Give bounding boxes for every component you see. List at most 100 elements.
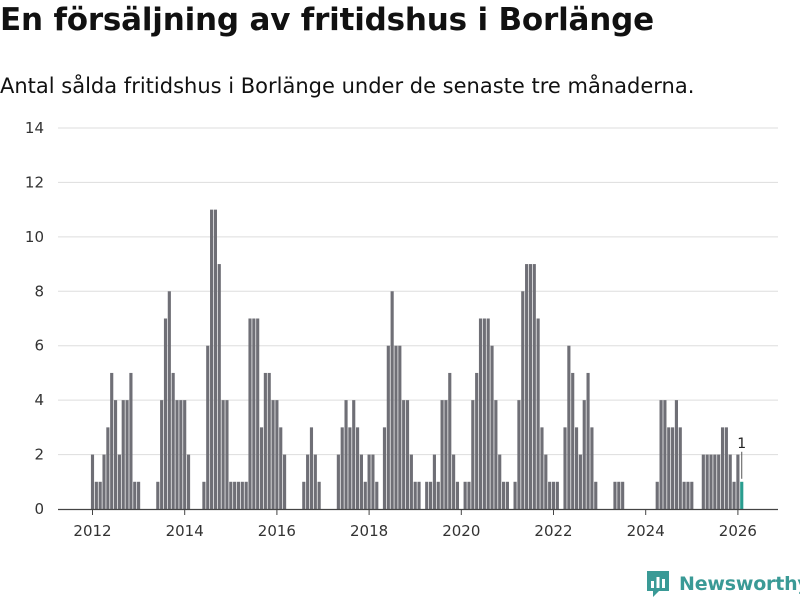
bar (90, 454, 95, 509)
bar (229, 481, 233, 509)
bar (275, 400, 279, 509)
bar (402, 400, 406, 509)
y-tick-label: 8 (34, 282, 44, 300)
bar (179, 400, 183, 509)
bar (113, 400, 118, 509)
bars (90, 209, 744, 509)
annotations: 1 (737, 436, 746, 479)
bar (555, 481, 559, 509)
bar (551, 481, 556, 509)
bar (409, 454, 413, 509)
y-axis-ticks: 0 2 4 6 8 10 12 14 (25, 119, 44, 518)
bar (429, 481, 433, 509)
bar (463, 481, 467, 509)
x-tick-label: 2018 (350, 522, 388, 540)
bar (613, 481, 617, 509)
bar (590, 427, 594, 509)
bar (432, 454, 436, 509)
bar (494, 400, 498, 509)
chart-title: En försäljning av fritidshus i Borlänge (0, 2, 654, 38)
bar (313, 454, 317, 509)
bar (163, 318, 168, 509)
bar (548, 481, 552, 509)
bar (425, 481, 429, 509)
bar (98, 481, 102, 509)
bar (517, 400, 521, 509)
newsworthy-icon (647, 571, 669, 597)
bar (202, 481, 206, 509)
bar (578, 454, 582, 509)
bar (348, 427, 352, 509)
bar (567, 345, 571, 509)
bar (363, 481, 367, 509)
bar (617, 481, 621, 509)
bar (394, 345, 398, 509)
bar (686, 481, 690, 509)
bar (175, 400, 179, 509)
last-value-label: 1 (737, 436, 746, 452)
bar (513, 481, 517, 509)
bar (690, 481, 694, 509)
bar (183, 400, 187, 509)
bar (478, 318, 483, 509)
bar (667, 427, 671, 509)
y-tick-label: 4 (34, 391, 44, 409)
bar (444, 400, 448, 509)
bar (279, 427, 283, 509)
bar (452, 454, 456, 509)
x-tick-label: 2014 (166, 522, 204, 540)
y-tick-label: 6 (34, 337, 44, 355)
bar (283, 454, 287, 509)
y-tick-label: 2 (34, 446, 44, 464)
bar (137, 481, 141, 509)
bar (586, 372, 590, 509)
bar (117, 454, 121, 509)
bar (213, 209, 217, 509)
bar (671, 427, 675, 509)
bar (501, 481, 506, 509)
y-tick-label: 14 (25, 119, 44, 137)
bar (236, 481, 241, 509)
bar (571, 372, 575, 509)
bar (271, 400, 275, 509)
bar (133, 481, 137, 509)
x-tick-label: 2012 (73, 522, 111, 540)
x-axis-ticks: 2012 2014 2016 2018 2020 2022 2024 2026 (73, 509, 757, 540)
bar (386, 345, 390, 509)
bar (186, 454, 191, 509)
x-tick-label: 2016 (258, 522, 296, 540)
y-tick-label: 12 (25, 173, 44, 191)
bar (528, 264, 533, 509)
bar (106, 427, 110, 509)
bar (413, 481, 417, 509)
bar (390, 291, 394, 509)
bar (240, 481, 244, 509)
bar (256, 318, 260, 509)
bar (440, 400, 444, 509)
x-tick-label: 2022 (534, 522, 572, 540)
bar (259, 427, 264, 509)
bar (471, 400, 475, 509)
bar (436, 481, 440, 509)
bar (125, 400, 129, 509)
bar (102, 454, 106, 509)
bar (574, 427, 579, 509)
bar-chart: 0 2 4 6 8 10 12 14 2012 2014 2016 2018 2020 2022 2024… (25, 119, 778, 540)
bar (244, 481, 248, 509)
bar (490, 345, 494, 509)
bar (732, 481, 736, 509)
bar (252, 318, 256, 509)
bar (367, 454, 371, 509)
bar (210, 209, 214, 509)
bar (405, 400, 410, 509)
bar (482, 318, 486, 509)
bar (129, 372, 133, 509)
bar (371, 454, 375, 509)
bar (248, 318, 252, 509)
bar (359, 454, 363, 509)
bar (206, 345, 210, 509)
bar (475, 372, 479, 509)
bar (160, 400, 164, 509)
bar (678, 427, 682, 509)
bar (448, 372, 452, 509)
